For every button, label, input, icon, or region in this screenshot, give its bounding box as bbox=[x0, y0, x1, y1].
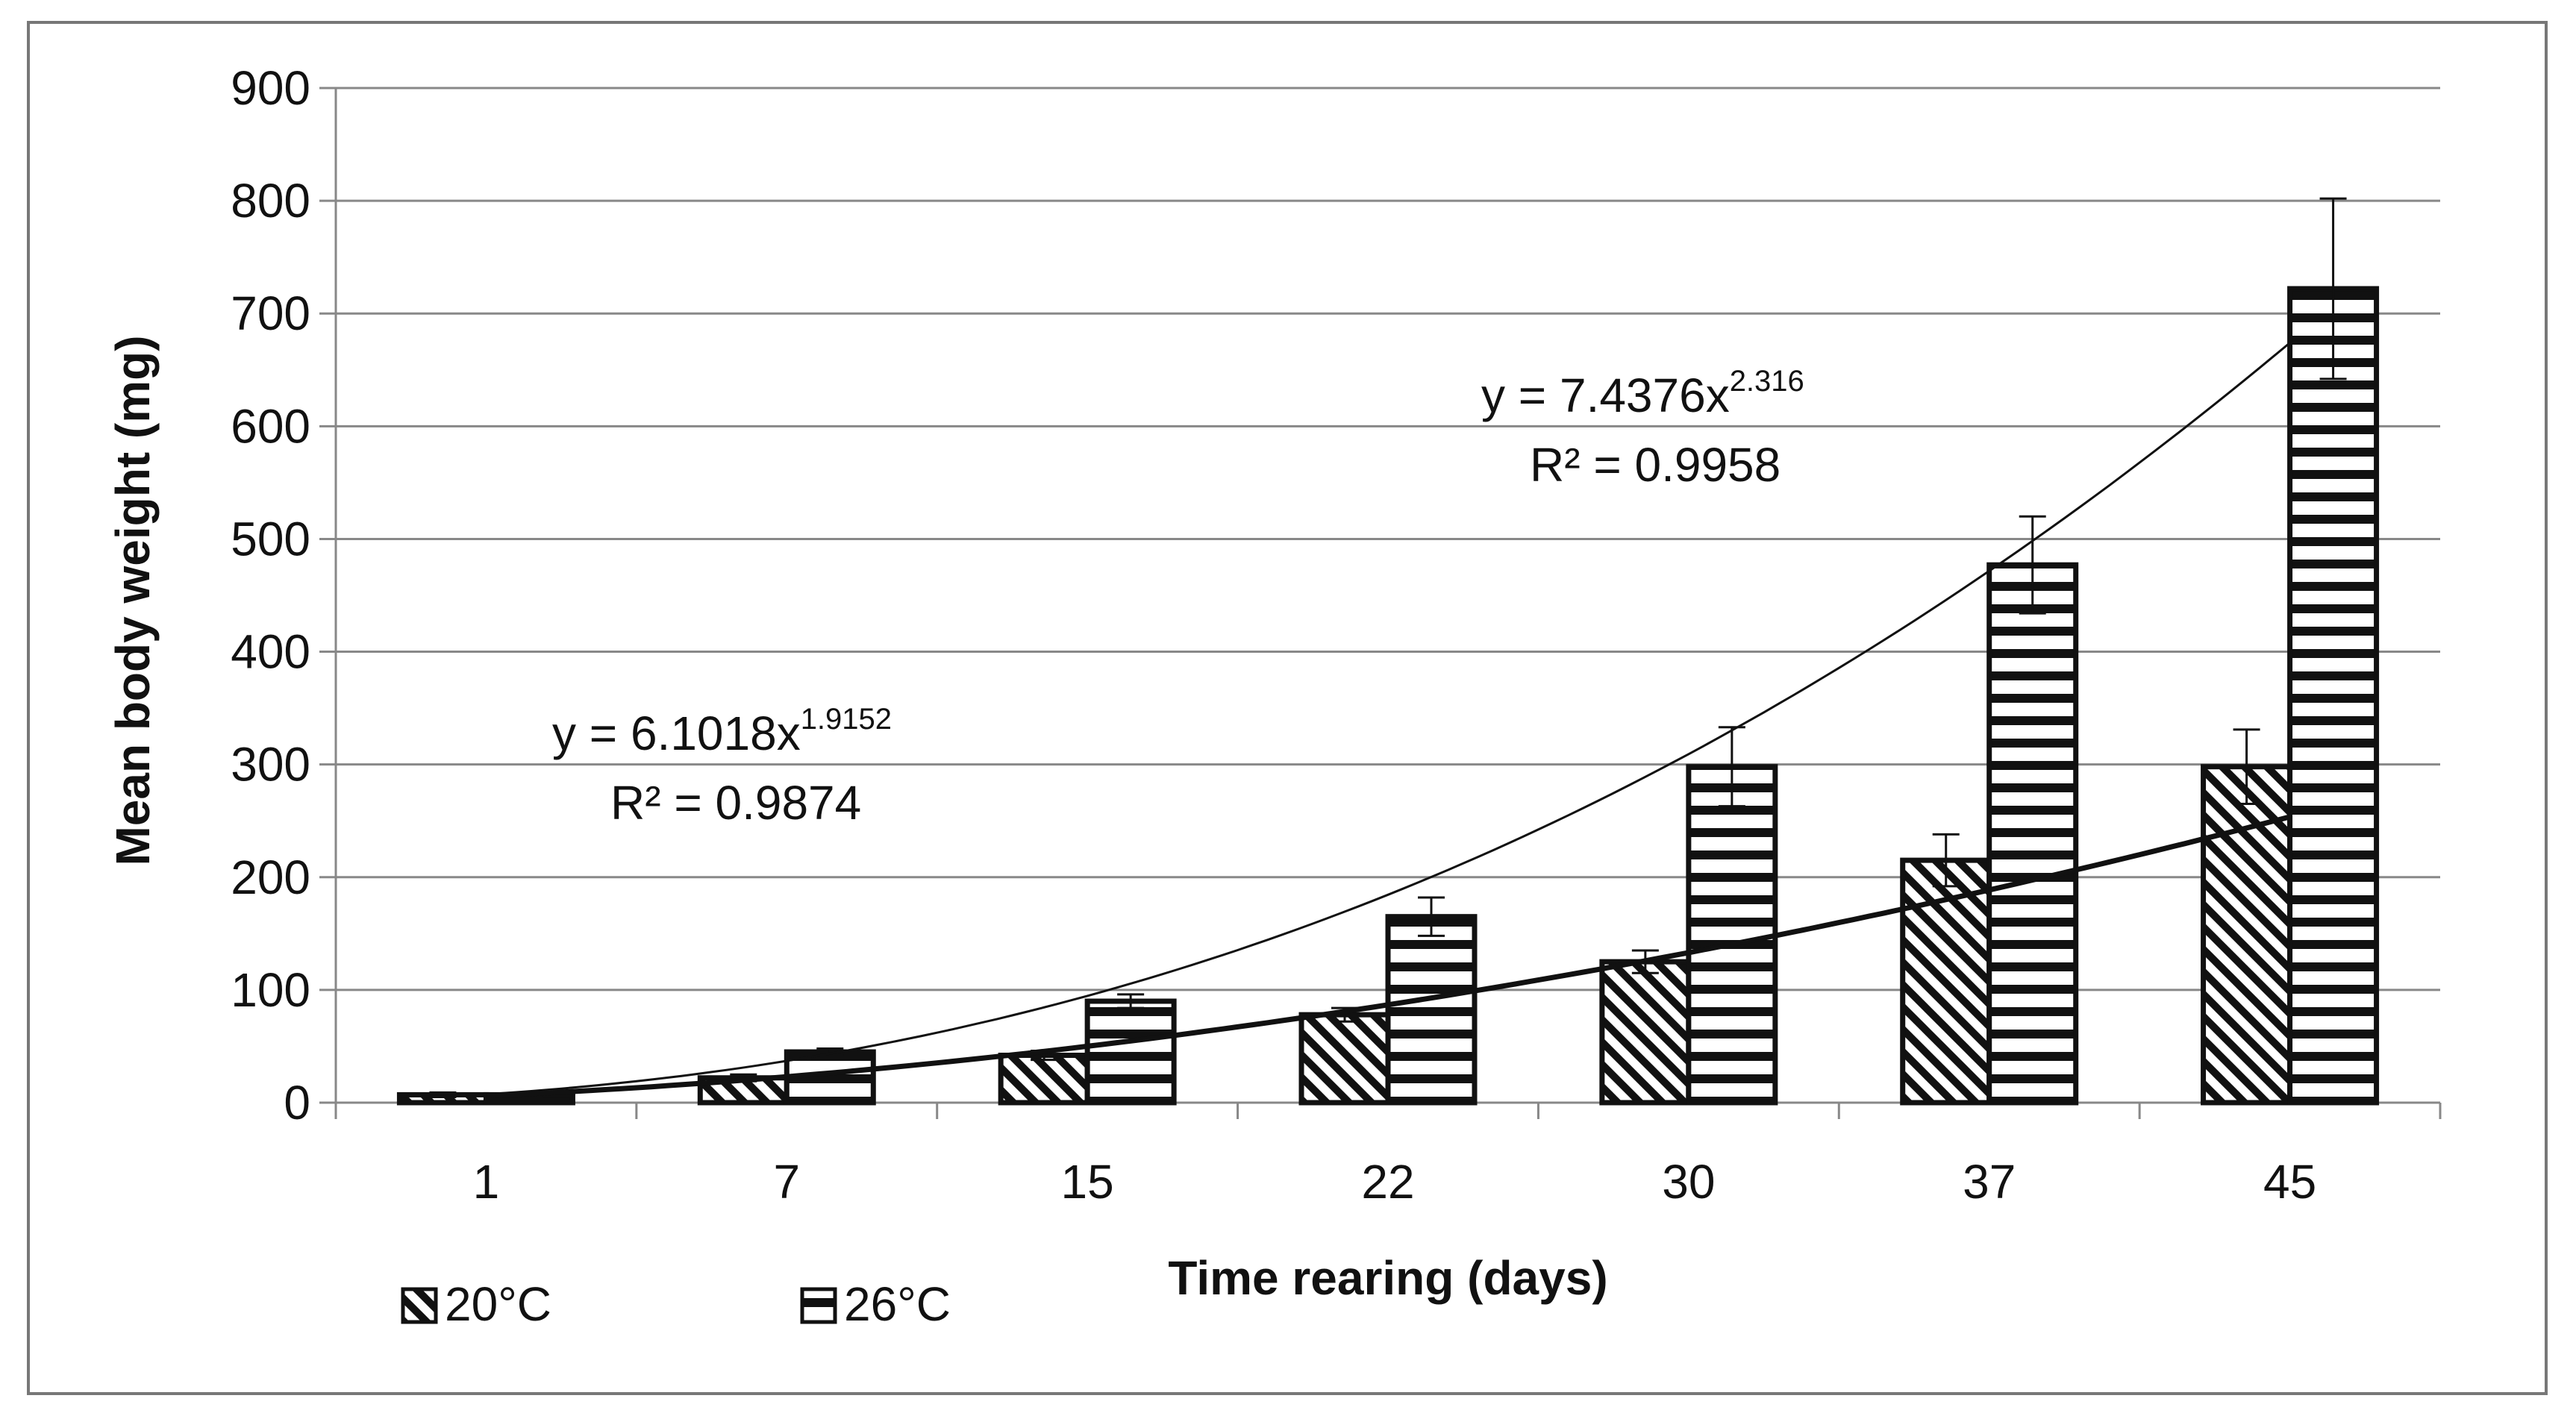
bar-26c bbox=[1986, 562, 2079, 1106]
bars bbox=[396, 286, 2380, 1106]
x-tick-label: 22 bbox=[1361, 1155, 1414, 1209]
trend-annotation-20c: y = 6.1018x1.9152 R² = 0.9874 bbox=[552, 703, 892, 830]
x-tick-label: 1 bbox=[473, 1155, 500, 1209]
bar-20c bbox=[2201, 764, 2293, 1106]
x-tick-label: 15 bbox=[1061, 1155, 1114, 1209]
bar-20c bbox=[1298, 1012, 1391, 1106]
trend-r2-20c: R² = 0.9874 bbox=[610, 776, 861, 830]
y-tick-label: 0 bbox=[284, 1076, 310, 1130]
trend-equation-26c: y = 7.4376x2.316 bbox=[1481, 365, 1804, 422]
trend-equation-exponent-20c: 1.9152 bbox=[801, 703, 892, 736]
legend-swatch-26c bbox=[800, 1287, 837, 1324]
y-tick-label: 700 bbox=[231, 286, 310, 340]
trend-equation-exponent-26c: 2.316 bbox=[1730, 365, 1804, 398]
bar-26c bbox=[1084, 998, 1177, 1106]
trend-equation-20c: y = 6.1018x1.9152 bbox=[552, 703, 892, 760]
y-tick-label: 800 bbox=[231, 174, 310, 228]
y-tick-labels: 0 100 200 300 400 500 600 700 800 900 bbox=[231, 61, 310, 1130]
bar-26c bbox=[1686, 764, 1778, 1106]
trendline-26c bbox=[486, 342, 2291, 1096]
axes bbox=[319, 87, 2442, 1119]
bar-26c bbox=[2287, 286, 2380, 1106]
legend-label-20c: 20°C bbox=[445, 1277, 551, 1331]
bar-20c bbox=[998, 1053, 1090, 1106]
trend-equation-prefix-20c: y = 6.1018x bbox=[552, 707, 801, 760]
x-axis-title: Time rearing (days) bbox=[1168, 1251, 1607, 1305]
y-tick-label: 900 bbox=[231, 61, 310, 115]
y-tick-label: 600 bbox=[231, 399, 310, 453]
y-tick-label: 100 bbox=[231, 963, 310, 1017]
trend-annotation-26c: y = 7.4376x2.316 R² = 0.9958 bbox=[1481, 365, 1804, 492]
x-tick-label: 45 bbox=[2263, 1155, 2316, 1209]
chart-border bbox=[27, 21, 2548, 1395]
x-tick-label: 7 bbox=[773, 1155, 800, 1209]
y-tick-label: 400 bbox=[231, 625, 310, 679]
trend-equation-prefix-26c: y = 7.4376x bbox=[1481, 369, 1730, 422]
bar-20c bbox=[1599, 959, 1692, 1106]
legend: 20°C 26°C bbox=[401, 1277, 951, 1331]
x-tick-label: 30 bbox=[1662, 1155, 1715, 1209]
trendline-20c bbox=[486, 814, 2291, 1099]
y-tick-label: 500 bbox=[231, 512, 310, 566]
y-axis-title: Mean body weight (mg) bbox=[106, 335, 160, 865]
trend-r2-26c: R² = 0.9958 bbox=[1530, 438, 1781, 492]
x-tick-label: 37 bbox=[1963, 1155, 2016, 1209]
y-tick-label: 200 bbox=[231, 850, 310, 904]
trend-lines bbox=[486, 342, 2291, 1099]
bar-20c bbox=[1900, 857, 1992, 1106]
legend-label-26c: 26°C bbox=[844, 1277, 951, 1331]
y-tick-label: 300 bbox=[231, 738, 310, 792]
x-tick-labels: 1 7 15 22 30 37 45 bbox=[473, 1155, 2317, 1209]
bar-26c bbox=[1385, 914, 1478, 1106]
legend-swatch-20c bbox=[401, 1287, 438, 1324]
grid-lines bbox=[336, 87, 2440, 991]
